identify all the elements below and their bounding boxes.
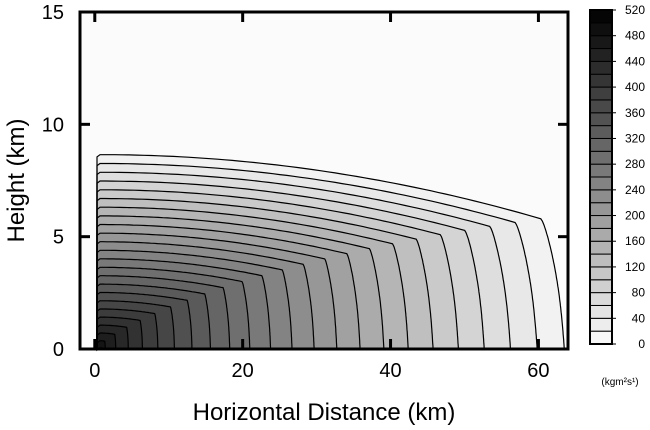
x-tick-label: 20 [232, 360, 254, 382]
colorbar-tick-label: 400 [625, 80, 645, 94]
colorbar-bin [589, 227, 613, 242]
colorbar-tick-label: 320 [625, 131, 645, 145]
contour-line [96, 241, 315, 350]
contour-line [96, 283, 211, 350]
colorbar-bin [589, 202, 613, 217]
colorbar-tick-label: 0 [638, 337, 645, 351]
colorbar-tick-label: 360 [625, 106, 645, 120]
contour-lines [96, 154, 565, 352]
contour-line [96, 162, 538, 350]
contour-line [96, 300, 175, 350]
colorbar-bin [589, 99, 613, 114]
contour-line [96, 223, 361, 350]
x-tick-label: 60 [527, 360, 549, 382]
contour-line [96, 197, 434, 350]
contour-line [96, 180, 485, 350]
colorbar-bin [589, 35, 613, 50]
y-axis: 0 5 10 15 [42, 2, 568, 361]
plot-frame [78, 10, 570, 351]
x-tick-label: 0 [89, 360, 100, 382]
contour-line [96, 324, 129, 350]
colorbar-bin [589, 266, 613, 281]
colorbar-bin [589, 163, 613, 178]
colorbar-tick-label: 440 [625, 54, 645, 68]
colorbar-bin [589, 253, 613, 268]
colorbar-bin [589, 317, 613, 332]
contour-line [96, 332, 117, 350]
contour-line [96, 266, 251, 350]
colorbar-bin [589, 292, 613, 306]
colorbar-bin [589, 22, 613, 37]
contour-line [96, 189, 460, 350]
colorbar-tick-label: 160 [625, 234, 645, 248]
colorbar-tick-label: 80 [632, 286, 646, 300]
colorbar-bin [589, 86, 613, 101]
colorbar-bin [589, 304, 613, 319]
colorbar-bin [589, 112, 613, 127]
x-axis-title: Horizontal Distance (km) [193, 399, 456, 426]
contour-line [96, 206, 409, 350]
contour-line [96, 154, 565, 350]
colorbar-tick-label: 480 [625, 29, 645, 43]
colorbar-tick-label: 520 [625, 3, 645, 17]
colorbar-bin [589, 60, 613, 75]
y-tick-label: 10 [42, 114, 64, 136]
y-tick-label: 0 [53, 339, 64, 361]
contour-line [96, 258, 272, 350]
colorbar: 0 40 80 120 160 200 240 280 320 360 400 440 480 520 [589, 3, 646, 351]
colorbar-tick-label: 280 [625, 157, 645, 171]
colorbar-bin [589, 189, 613, 204]
colorbar-bin [589, 125, 613, 139]
colorbar-tick-label: 200 [625, 209, 645, 223]
colorbar-bin [589, 73, 613, 88]
x-tick-label: 40 [379, 360, 401, 382]
colorbar-bin [589, 330, 613, 345]
colorbar-bin [589, 48, 613, 62]
contour-fill [97, 340, 106, 349]
contour-line [96, 232, 338, 350]
x-axis: 0 20 40 60 [89, 12, 550, 382]
colorbar-bin [589, 279, 613, 294]
colorbar-tick-label: 240 [625, 183, 645, 197]
contour-line [96, 316, 143, 350]
contour-line [96, 340, 106, 350]
colorbar-bin [589, 215, 613, 229]
contour-line [96, 308, 159, 350]
colorbar-tick-label: 40 [632, 311, 646, 325]
contour-line [96, 215, 385, 350]
y-tick-label: 15 [42, 2, 64, 24]
colorbar-bin [589, 150, 613, 165]
contour-line [96, 249, 293, 350]
colorbar-units: (kgm²s¹) [601, 377, 638, 388]
contour-line [96, 291, 193, 350]
y-axis-title: Height (km) [3, 118, 30, 242]
colorbar-bin [589, 176, 613, 191]
colorbar-bin [589, 240, 613, 255]
colorbar-frame [589, 9, 613, 345]
y-tick-label: 5 [53, 227, 64, 249]
colorbar-bin [589, 137, 613, 152]
contour-line [96, 275, 231, 350]
contour-line [96, 171, 512, 350]
colorbar-tick-label: 120 [625, 260, 645, 274]
colorbar-bin [589, 9, 613, 24]
